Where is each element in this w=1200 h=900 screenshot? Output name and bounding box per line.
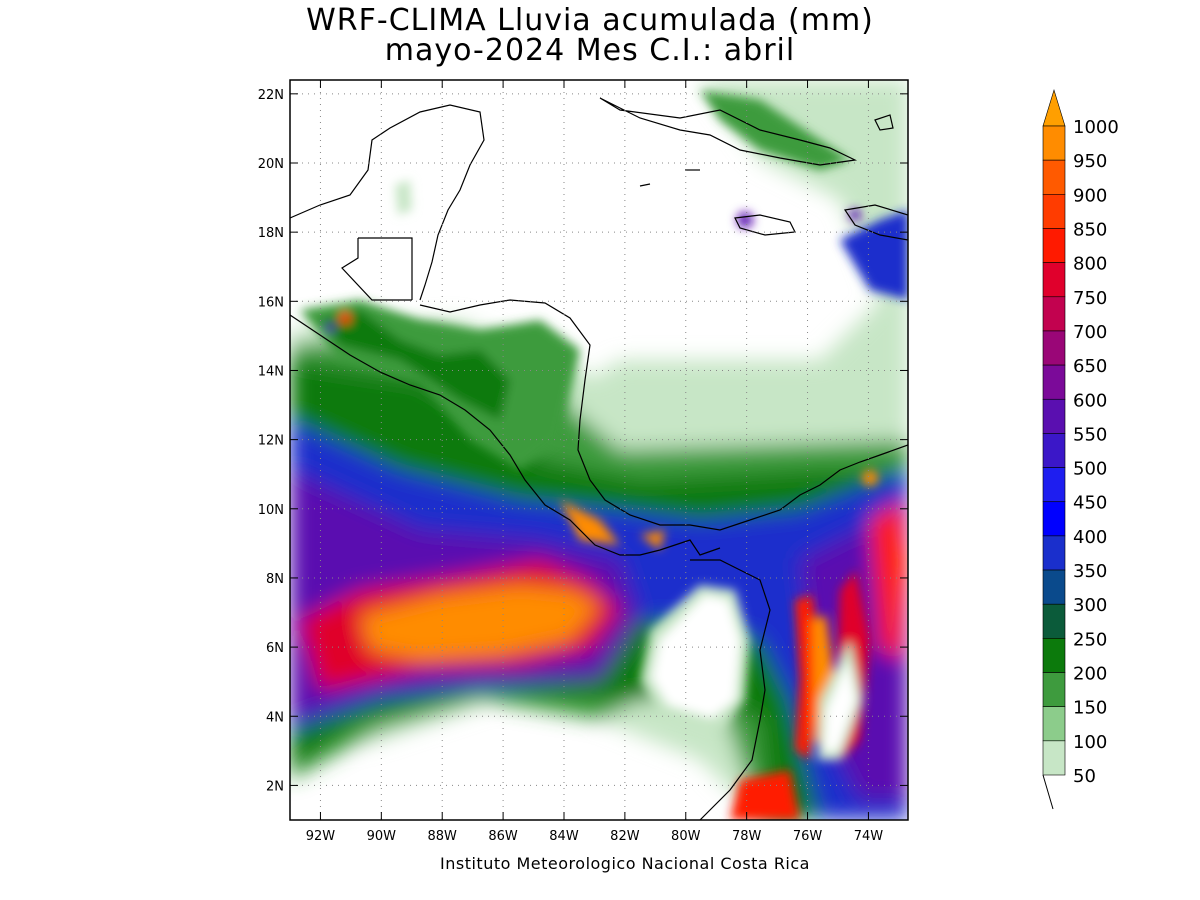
colorbar-level-label: 450 (1073, 493, 1107, 514)
colorbar-segment (1042, 364, 1066, 400)
colorbar-segment (1042, 159, 1066, 195)
lon-tick-label: 90W (367, 829, 397, 844)
colorbar-level-label: 300 (1073, 595, 1107, 616)
colorbar-segment (1042, 740, 1066, 776)
colorbar-segment (1042, 398, 1066, 434)
lon-tick-label: 92W (306, 829, 336, 844)
colorbar-level-label: 1000 (1073, 117, 1119, 138)
colorbar-level-label: 150 (1073, 698, 1107, 719)
colorbar-level-label: 950 (1073, 151, 1107, 172)
lat-tick-label: 18N (258, 226, 284, 241)
colorbar-level-label: 650 (1073, 356, 1107, 377)
colorbar-level-label: 500 (1073, 459, 1107, 480)
lat-tick-label: 6N (266, 641, 284, 656)
chart-title-line1: WRF-CLIMA Lluvia acumulada (mm) (306, 3, 874, 38)
credit-text: Instituto Meteorologico Nacional Costa R… (440, 854, 810, 873)
lon-tick-label: 88W (428, 829, 458, 844)
map-grid (290, 80, 908, 820)
lat-tick-label: 16N (258, 295, 284, 310)
colorbar: 50 100 150 200 250 300 350 400 450 500 550 600 650 70… (1042, 88, 1119, 810)
rainfall-field (290, 80, 908, 820)
lon-tick-label: 80W (671, 829, 701, 844)
lat-tick-label: 10N (258, 503, 284, 518)
colorbar-segment (1042, 603, 1066, 639)
colorbar-segment (1042, 706, 1066, 742)
colorbar-level-label: 550 (1073, 424, 1107, 445)
lat-tick-label: 20N (258, 157, 284, 172)
colorbar-level-label: 350 (1073, 561, 1107, 582)
colorbar-segment (1042, 228, 1066, 263)
colorbar-level-label: 200 (1073, 664, 1107, 685)
colorbar-segment (1042, 262, 1066, 298)
map-axes: 92W 90W 88W 86W 84W 82W 80W 78W 76W 74W 22N 20N 18N 1… (258, 80, 908, 844)
lon-tick-label: 76W (793, 829, 823, 844)
lon-tick-label: 78W (732, 829, 762, 844)
lat-tick-label: 22N (258, 88, 284, 103)
lat-tick-label: 2N (266, 779, 284, 794)
lat-tick-label: 8N (266, 572, 284, 587)
colorbar-level-label: 750 (1073, 288, 1107, 309)
colorbar-segment (1042, 638, 1066, 673)
lon-tick-label: 86W (488, 829, 518, 844)
colorbar-segment (1042, 194, 1066, 229)
colorbar-level-label: 250 (1073, 629, 1107, 650)
lat-tick-label: 14N (258, 364, 284, 379)
chart-title-line2: mayo-2024 Mes C.I.: abril (384, 33, 796, 68)
colorbar-segment (1042, 569, 1066, 605)
colorbar-segment (1042, 672, 1066, 707)
colorbar-segment (1042, 330, 1066, 366)
colorbar-overflow-triangle (1042, 88, 1066, 127)
map-frame (289, 79, 909, 821)
colorbar-level-label: 900 (1073, 185, 1107, 206)
colorbar-level-label: 50 (1073, 766, 1096, 787)
colorbar-segment (1042, 535, 1066, 571)
colorbar-level-label: 850 (1073, 219, 1107, 240)
colorbar-underflow-tail (1042, 774, 1054, 810)
colorbar-segment (1042, 467, 1066, 503)
colorbar-segment (1042, 125, 1066, 161)
colorbar-segment (1042, 433, 1066, 468)
lon-tick-label: 82W (610, 829, 640, 844)
colorbar-level-label: 800 (1073, 254, 1107, 275)
colorbar-level-label: 700 (1073, 322, 1107, 343)
lat-tick-label: 12N (258, 434, 284, 449)
colorbar-level-label: 600 (1073, 390, 1107, 411)
lon-tick-label: 74W (854, 829, 884, 844)
colorbar-segment (1042, 501, 1066, 537)
colorbar-level-label: 400 (1073, 527, 1107, 548)
colorbar-level-label: 100 (1073, 732, 1107, 753)
lon-tick-label: 84W (549, 829, 579, 844)
colorbar-segment (1042, 296, 1066, 332)
lat-tick-label: 4N (266, 710, 284, 725)
